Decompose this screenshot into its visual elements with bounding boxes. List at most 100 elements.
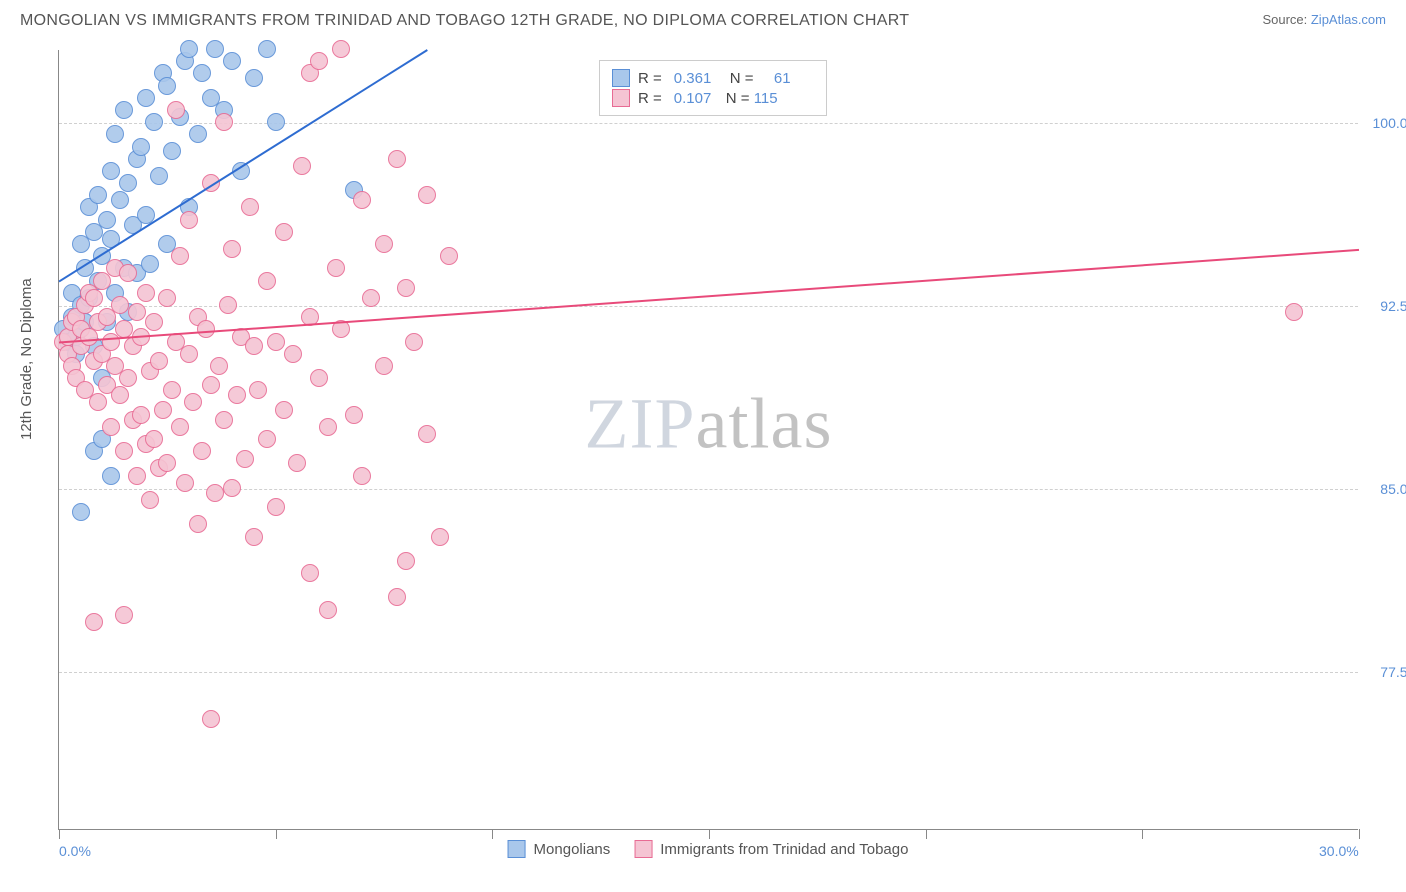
scatter-point [219,296,237,314]
scatter-point [275,401,293,419]
scatter-point [115,606,133,624]
scatter-point [189,125,207,143]
scatter-point [249,381,267,399]
scatter-point [397,279,415,297]
scatter-point [267,113,285,131]
scatter-point [327,259,345,277]
scatter-point [163,381,181,399]
scatter-point [405,333,423,351]
watermark: ZIPatlas [585,382,833,465]
legend-r-value-0: 0.361 [674,70,722,87]
scatter-point [332,320,350,338]
x-tick [926,829,927,839]
legend-swatch-trinidad [634,840,652,858]
scatter-point [275,223,293,241]
watermark-part1: ZIP [585,383,696,463]
scatter-point [145,113,163,131]
scatter-point [150,167,168,185]
legend-r-label: R = [638,70,662,87]
scatter-point [193,442,211,460]
scatter-point [245,69,263,87]
legend-n-value-0: 61 [766,70,814,87]
scatter-point [332,40,350,58]
scatter-point [167,101,185,119]
legend-swatch-trinidad [612,89,630,107]
scatter-point [119,174,137,192]
scatter-point [189,515,207,533]
scatter-point [180,345,198,363]
scatter-point [158,454,176,472]
scatter-point [171,247,189,265]
scatter-point [353,191,371,209]
source-prefix: Source: [1262,12,1310,27]
source-attribution: Source: ZipAtlas.com [1262,12,1386,27]
scatter-point [202,710,220,728]
scatter-point [111,191,129,209]
scatter-point [102,418,120,436]
x-tick-label: 0.0% [59,843,91,859]
scatter-point [115,101,133,119]
scatter-point [111,386,129,404]
scatter-point [85,289,103,307]
scatter-point [397,552,415,570]
chart-container: 12th Grade, No Diploma ZIPatlas R = 0.36… [30,40,1386,860]
scatter-point [353,467,371,485]
scatter-point [158,77,176,95]
legend-r-value-1: 0.107 [674,90,722,107]
gridline [59,489,1358,490]
scatter-point [102,162,120,180]
legend-r-label: R = [638,90,662,107]
legend-item-mongolians: Mongolians [508,840,611,858]
scatter-point [132,328,150,346]
x-tick [59,829,60,839]
scatter-point [132,138,150,156]
scatter-point [388,150,406,168]
scatter-point [158,289,176,307]
legend-row-mongolians: R = 0.361 N = 61 [612,69,814,87]
scatter-point [431,528,449,546]
scatter-point [111,296,129,314]
scatter-point [223,240,241,258]
scatter-point [102,467,120,485]
scatter-point [137,206,155,224]
scatter-point [345,406,363,424]
scatter-point [171,418,189,436]
scatter-point [202,376,220,394]
scatter-point [310,369,328,387]
scatter-point [319,601,337,619]
scatter-point [137,89,155,107]
scatter-point [1285,303,1303,321]
scatter-point [418,186,436,204]
scatter-point [89,393,107,411]
scatter-point [245,337,263,355]
scatter-point [375,235,393,253]
scatter-point [258,272,276,290]
scatter-point [119,264,137,282]
scatter-point [180,40,198,58]
legend-label-mongolians: Mongolians [534,841,611,858]
scatter-point [145,430,163,448]
y-axis-label: 12th Grade, No Diploma [18,278,35,440]
scatter-point [301,308,319,326]
y-tick-label: 85.0% [1380,481,1406,497]
scatter-point [102,230,120,248]
source-link[interactable]: ZipAtlas.com [1311,12,1386,27]
y-tick-label: 92.5% [1380,298,1406,314]
scatter-point [145,313,163,331]
scatter-point [284,345,302,363]
scatter-point [232,162,250,180]
scatter-point [267,333,285,351]
scatter-plot: ZIPatlas R = 0.361 N = 61 R = 0.107 N = … [58,50,1358,830]
scatter-point [440,247,458,265]
scatter-point [267,498,285,516]
series-legend: Mongolians Immigrants from Trinidad and … [508,840,909,858]
scatter-point [163,142,181,160]
gridline [59,306,1358,307]
scatter-point [115,320,133,338]
scatter-point [301,564,319,582]
gridline [59,123,1358,124]
scatter-point [223,52,241,70]
scatter-point [176,474,194,492]
chart-title: MONGOLIAN VS IMMIGRANTS FROM TRINIDAD AN… [20,12,909,30]
watermark-part2: atlas [696,383,833,463]
